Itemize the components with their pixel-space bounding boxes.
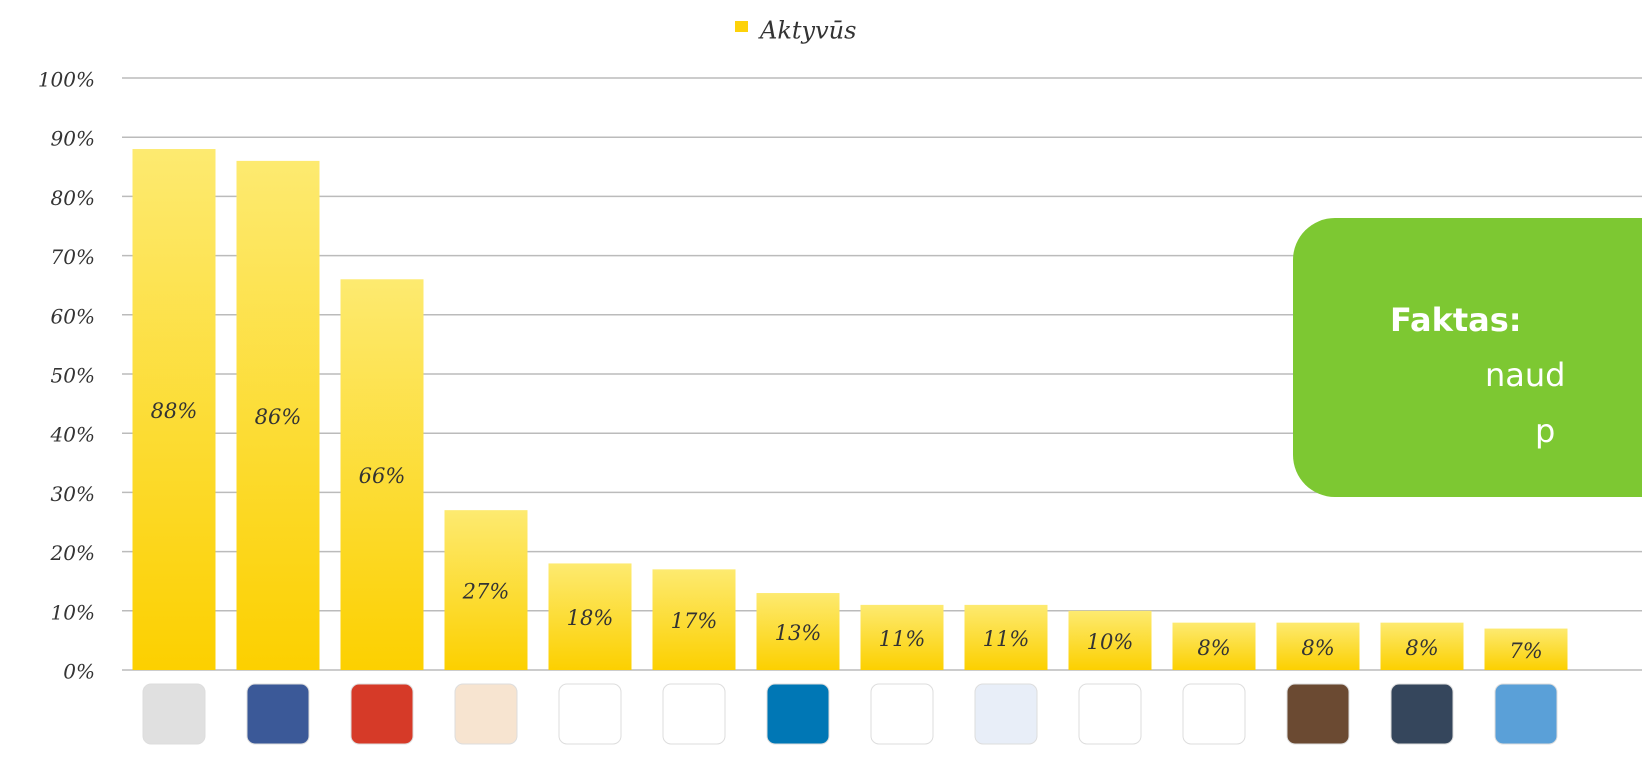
- value-label: 10%: [1087, 630, 1134, 654]
- value-label: 86%: [255, 405, 302, 429]
- y-tick-label: 40%: [50, 423, 95, 447]
- platform-icon: [662, 683, 726, 745]
- bar: [340, 279, 424, 670]
- legend-label: Aktyvūs: [758, 17, 856, 45]
- value-label: 7%: [1509, 639, 1542, 663]
- value-label: 13%: [775, 621, 822, 645]
- value-label: 17%: [671, 609, 718, 633]
- y-tick-label: 10%: [51, 600, 95, 624]
- y-tick-label: 20%: [50, 541, 95, 565]
- value-label: 11%: [879, 627, 926, 651]
- callout-text: Faktas:: [1390, 301, 1522, 339]
- platform-icon: [1494, 683, 1558, 745]
- value-label: 18%: [567, 606, 614, 630]
- platform-icon: [142, 683, 206, 745]
- bar: [236, 160, 320, 670]
- bar: [652, 569, 736, 670]
- y-tick-label: 0%: [63, 660, 95, 684]
- bar: [1068, 610, 1152, 670]
- value-label: 27%: [462, 580, 510, 604]
- platform-icon: [558, 683, 622, 745]
- bar: [548, 563, 632, 670]
- bar: [132, 149, 216, 671]
- value-label: 66%: [359, 464, 406, 488]
- platform-icon: [454, 683, 518, 745]
- platform-icon: [350, 683, 414, 745]
- value-label: 11%: [983, 627, 1030, 651]
- callout-text: naud: [1485, 356, 1565, 394]
- value-label: 8%: [1405, 636, 1438, 660]
- bar: [860, 604, 944, 670]
- bar: [964, 604, 1048, 670]
- platform-icon: [1182, 683, 1246, 745]
- y-tick-label: 50%: [51, 364, 95, 388]
- platform-icon: [1286, 683, 1350, 745]
- platform-icon: [974, 683, 1038, 745]
- bar: [1172, 622, 1256, 670]
- y-tick-label: 80%: [51, 186, 95, 210]
- bar: [444, 510, 528, 670]
- value-label: 8%: [1197, 636, 1230, 660]
- bar: [1380, 622, 1464, 670]
- legend-swatch: [735, 21, 748, 32]
- callout: [1293, 218, 1642, 497]
- callout-text: p: [1535, 412, 1555, 450]
- bar: [1484, 628, 1568, 670]
- bar: [756, 593, 840, 670]
- platform-icon: [1078, 683, 1142, 745]
- platform-icon: [870, 683, 934, 745]
- value-label: 88%: [151, 399, 198, 423]
- y-tick-label: 60%: [51, 304, 95, 328]
- platform-icon: [246, 683, 310, 745]
- y-tick-label: 100%: [38, 68, 95, 92]
- platform-icon: [1390, 683, 1454, 745]
- y-tick-label: 30%: [51, 482, 95, 506]
- y-tick-label: 90%: [51, 127, 95, 151]
- value-label: 8%: [1301, 636, 1334, 660]
- bar: [1276, 622, 1360, 670]
- platform-icon: [766, 683, 830, 745]
- y-tick-label: 70%: [51, 245, 95, 269]
